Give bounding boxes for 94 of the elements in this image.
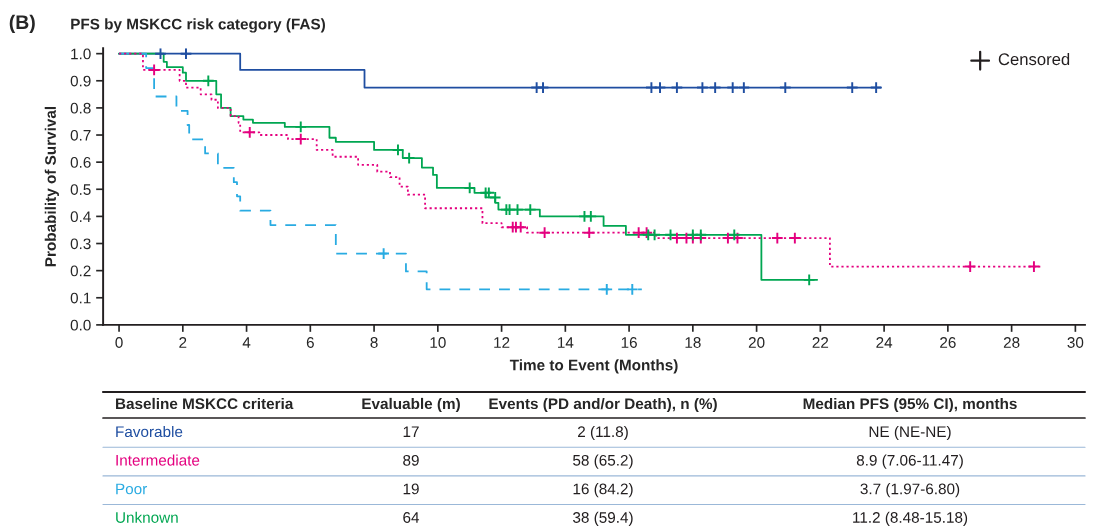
y-tick-label: 1.0 xyxy=(71,48,91,60)
y-tick-label: 0.8 xyxy=(70,102,91,114)
point xyxy=(523,203,537,216)
text: 19 xyxy=(403,483,419,495)
point xyxy=(538,226,551,240)
text: NE (NE-NE) xyxy=(869,425,951,441)
point xyxy=(670,81,684,94)
y-tick-label: 0.2 xyxy=(70,265,91,277)
text: 38 (59.4) xyxy=(573,511,633,526)
point xyxy=(294,120,308,134)
text: Intermediate xyxy=(116,454,200,466)
point xyxy=(670,231,684,245)
text: Median PFS (95% CI), months xyxy=(803,397,1017,413)
chart-title: (B) xyxy=(9,14,35,33)
point xyxy=(584,210,598,223)
point xyxy=(737,81,751,94)
legend-title: Censored xyxy=(998,52,1070,66)
point xyxy=(391,143,405,157)
text: 16 (84.2) xyxy=(573,483,633,498)
point xyxy=(845,81,859,94)
x-tick-label: 10 xyxy=(430,337,446,348)
point xyxy=(294,132,308,146)
point xyxy=(154,48,167,60)
text: Evaluable (m) xyxy=(362,397,460,413)
point xyxy=(731,231,744,245)
x-tick-label: 18 xyxy=(685,337,701,348)
y-tick-label: 0.1 xyxy=(70,292,91,304)
point xyxy=(778,81,792,94)
x-tick-label: 12 xyxy=(494,337,510,348)
x-tick-label: 22 xyxy=(812,337,829,348)
y-tick-label: 0.7 xyxy=(70,129,91,141)
text: 64 xyxy=(403,512,420,523)
x-tick-label: 24 xyxy=(876,337,893,348)
point xyxy=(463,181,477,195)
text: 89 xyxy=(403,454,419,466)
point xyxy=(788,231,802,245)
point xyxy=(869,81,883,94)
text: Poor xyxy=(116,483,148,495)
text: 17 xyxy=(403,426,419,437)
text: Favorable xyxy=(116,425,183,438)
point xyxy=(727,228,741,242)
x-tick-label: 6 xyxy=(306,337,314,348)
y-tick-label: 0.4 xyxy=(70,211,91,223)
point xyxy=(377,247,390,260)
x-tick-label: 20 xyxy=(748,337,765,348)
point xyxy=(721,231,735,245)
point xyxy=(482,186,496,200)
point xyxy=(511,203,524,216)
chart-subtitle: PFS by MSKCC risk category (FAS) xyxy=(71,18,325,33)
x-tick-label: 26 xyxy=(940,337,956,348)
x-tick-label: 4 xyxy=(242,337,251,348)
y-tick-label: 0.9 xyxy=(70,75,91,87)
point xyxy=(664,228,677,242)
x-tick-label: 0 xyxy=(115,337,123,348)
point xyxy=(645,81,658,94)
point xyxy=(770,231,784,245)
point xyxy=(1027,260,1041,273)
y-axis-title: Probability of Survival xyxy=(44,106,59,267)
y-tick-label: 0.3 xyxy=(70,238,91,250)
text: 11.2 (8.48-15.18) xyxy=(853,511,968,526)
y-tick-label: 0.0 xyxy=(70,319,91,331)
point xyxy=(201,74,215,88)
text: 2 (11.8) xyxy=(578,425,628,441)
y-tick-label: 0.5 xyxy=(70,184,91,195)
x-tick-label: 28 xyxy=(1003,337,1020,348)
point xyxy=(625,283,639,296)
text: Unknown xyxy=(116,511,178,523)
point xyxy=(582,226,596,240)
text: Baseline MSKCC criteria xyxy=(116,397,294,410)
x-tick-label: 2 xyxy=(179,337,187,348)
x-tick-label: 14 xyxy=(558,337,574,348)
point xyxy=(536,81,550,94)
x-tick-label: 16 xyxy=(621,337,637,348)
point xyxy=(243,125,257,139)
point xyxy=(402,151,416,165)
point xyxy=(600,283,614,296)
point xyxy=(802,273,816,287)
point xyxy=(726,81,740,94)
text: Events (PD and/or Death), n (%) xyxy=(489,397,717,413)
point xyxy=(653,81,667,94)
x-tick-label: 30 xyxy=(1067,337,1084,348)
text: 8.9 (7.06-11.47) xyxy=(856,454,963,469)
text: 58 (65.2) xyxy=(573,454,633,469)
point xyxy=(648,228,661,242)
text: 3.7 (1.97-6.80) xyxy=(860,483,960,498)
point xyxy=(179,48,193,60)
point xyxy=(488,191,502,204)
point xyxy=(147,63,161,77)
point xyxy=(696,81,709,94)
x-axis-title: Time to Event (Months) xyxy=(509,359,678,374)
x-tick-label: 8 xyxy=(370,337,378,348)
point xyxy=(708,81,722,94)
y-tick-label: 0.6 xyxy=(70,157,91,168)
point xyxy=(963,260,977,273)
